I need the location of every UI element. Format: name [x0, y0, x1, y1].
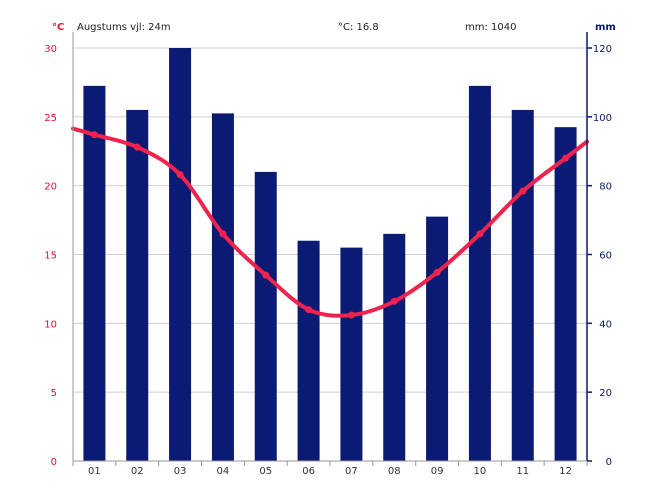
temperature-point-07 — [347, 311, 355, 319]
precipitation-bar-12 — [554, 127, 577, 462]
x-tick-label: 02 — [131, 466, 144, 477]
temperature-point-08 — [390, 297, 398, 305]
left-axis-ticks: 0 5 10 15 20 25 30 — [44, 44, 57, 468]
total-precipitation-label: mm: 1040 — [465, 22, 517, 33]
right-axis-unit: mm — [595, 22, 616, 33]
temperature-point-02 — [133, 143, 141, 151]
temperature-point-11 — [519, 187, 527, 195]
precipitation-bars — [83, 48, 577, 462]
precipitation-bar-04 — [211, 113, 234, 462]
left-axis-unit: °C — [52, 22, 65, 33]
x-tick-label: 12 — [559, 466, 572, 477]
left-tick-label: 15 — [44, 251, 57, 262]
x-tick-label: 10 — [474, 466, 487, 477]
right-tick-label: 40 — [599, 319, 612, 330]
temperature-point-12 — [562, 154, 570, 162]
x-tick-label: 04 — [217, 466, 230, 477]
temperature-point-05 — [262, 271, 270, 279]
precipitation-bar-07 — [340, 247, 363, 461]
precipitation-bar-01 — [83, 85, 106, 461]
temperature-point-09 — [433, 268, 441, 276]
left-tick-label: 30 — [44, 44, 57, 55]
temperature-points — [90, 131, 570, 319]
right-tick-label: 80 — [599, 182, 612, 193]
precipitation-bar-03 — [169, 48, 192, 461]
temperature-point-10 — [476, 230, 484, 238]
temperature-point-03 — [176, 171, 184, 179]
temperature-point-06 — [305, 306, 313, 314]
elevation-label: Augstums vjl: 24m — [77, 22, 171, 33]
x-tick-label: 03 — [174, 466, 187, 477]
x-tick-label: 08 — [388, 466, 401, 477]
precipitation-bar-02 — [126, 109, 149, 461]
x-tick-label: 07 — [345, 466, 358, 477]
right-tick-label: 120 — [593, 44, 612, 55]
left-tick-label: 10 — [44, 319, 57, 330]
gridlines — [73, 47, 587, 393]
right-tick-label: 20 — [599, 388, 612, 399]
precipitation-bar-08 — [383, 233, 406, 461]
right-axis-ticks: 0 20 40 60 80 100 120 — [587, 44, 612, 468]
left-tick-label: 25 — [44, 113, 57, 124]
precipitation-bar-06 — [297, 240, 320, 461]
right-tick-label: 0 — [606, 457, 612, 468]
x-tick-label: 09 — [431, 466, 444, 477]
x-tick-label: 05 — [259, 466, 272, 477]
left-tick-label: 0 — [51, 457, 57, 468]
x-axis-ticks: 01 02 03 04 05 06 07 08 09 10 11 12 — [72, 461, 588, 477]
left-tick-label: 20 — [44, 182, 57, 193]
average-temperature-label: °C: 16.8 — [338, 22, 379, 33]
temperature-point-01 — [90, 131, 98, 139]
precipitation-bar-05 — [254, 171, 277, 461]
right-tick-label: 60 — [599, 251, 612, 262]
precipitation-bar-11 — [511, 109, 534, 461]
x-tick-label: 01 — [88, 466, 101, 477]
x-tick-label: 11 — [516, 466, 529, 477]
temperature-point-04 — [219, 230, 227, 238]
precipitation-bar-09 — [426, 216, 449, 461]
temperature-line — [71, 126, 589, 318]
x-tick-label: 06 — [302, 466, 315, 477]
right-tick-label: 100 — [593, 113, 612, 124]
precipitation-bar-10 — [468, 85, 491, 461]
left-tick-label: 5 — [51, 388, 57, 399]
